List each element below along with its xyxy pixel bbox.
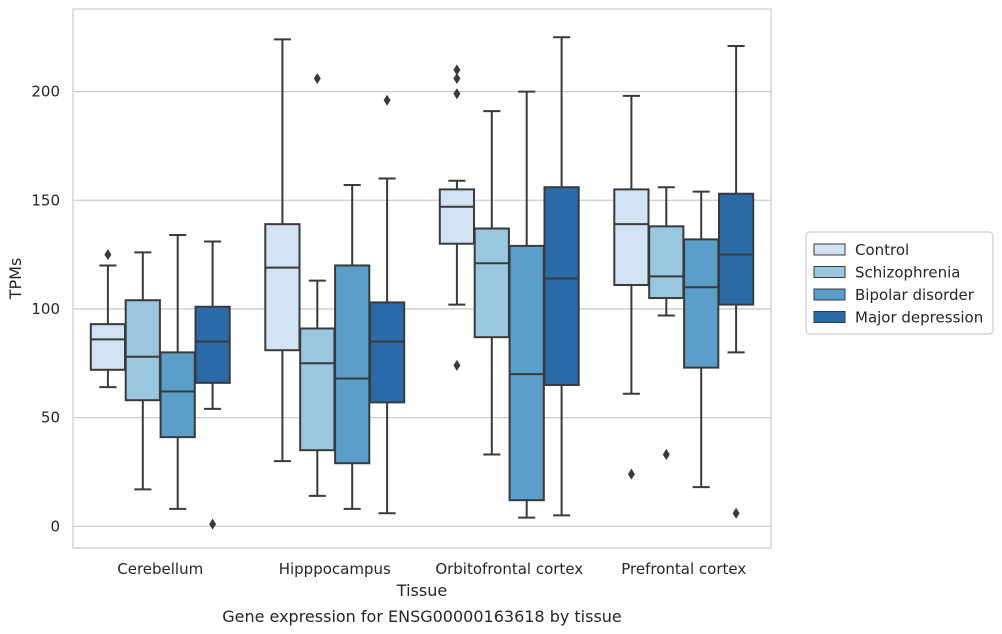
box (543, 186, 580, 386)
box (124, 299, 161, 402)
box (473, 227, 510, 339)
y-tick-label: 0 (50, 517, 60, 535)
x-tick-label: Prefrontal cortex (621, 560, 746, 578)
outlier-point (453, 88, 461, 100)
legend: Control Schizophrenia Bipolar disorder Majo… (805, 231, 994, 335)
box-major-depression (368, 94, 406, 515)
y-axis-label: TPMs (6, 258, 25, 301)
y-tick-label: 50 (41, 409, 60, 427)
box-control (613, 94, 650, 480)
box (613, 188, 650, 287)
box (194, 305, 231, 384)
box-major-depression (194, 240, 231, 530)
outlier-point (627, 468, 635, 480)
outlier-point (209, 518, 217, 530)
box (438, 188, 476, 245)
box-control (438, 64, 476, 371)
box-bipolar-disorder (334, 184, 371, 510)
box (717, 192, 755, 306)
x-tick-labels: Cerebellum Hipppocampus Orbitofrontal cort… (117, 560, 746, 578)
y-tick-labels: 0 50 100 150 200 (31, 83, 60, 536)
outlier-point (453, 73, 461, 85)
legend-label: Bipolar disorder (855, 286, 975, 304)
legend-label: Control (855, 241, 909, 259)
legend-swatch (813, 288, 846, 301)
x-tick-label: Orbitofrontal cortex (435, 560, 583, 578)
legend-frame (805, 231, 994, 335)
x-tick-label: Hipppocampus (279, 560, 391, 578)
legend-swatch (813, 243, 846, 256)
box (648, 225, 685, 300)
box (683, 238, 720, 369)
legend-swatch (813, 266, 846, 278)
box (508, 244, 545, 502)
x-tick-label: Cerebellum (117, 560, 203, 578)
box-control (264, 38, 301, 463)
outlier-point (104, 249, 112, 261)
box (89, 323, 127, 371)
outlier-point (453, 64, 461, 76)
box-bipolar-disorder (683, 190, 720, 489)
box-major-depression (717, 44, 755, 519)
box-control (89, 249, 127, 389)
outlier-point (383, 94, 391, 106)
x-axis-label: Tissue (396, 581, 447, 600)
box (159, 351, 196, 439)
box-bipolar-disorder (508, 90, 545, 519)
box-schizophrenia (648, 186, 685, 461)
box-major-depression (543, 36, 580, 517)
y-tick-label: 100 (31, 300, 60, 318)
box-schizophrenia (124, 251, 161, 491)
box-bipolar-disorder (159, 234, 196, 510)
legend-label: Major depression (855, 309, 983, 327)
y-tick-label: 150 (31, 191, 60, 209)
outlier-point (662, 449, 670, 461)
plot-area (89, 36, 755, 530)
legend-swatch (813, 311, 846, 323)
outlier-point (453, 359, 461, 371)
outlier-point (732, 507, 740, 519)
plot-frame (72, 8, 772, 549)
box (334, 264, 371, 465)
box (264, 223, 301, 352)
box-schizophrenia (299, 73, 336, 497)
outlier-point (313, 73, 321, 85)
box-schizophrenia (473, 110, 510, 456)
legend-label: Schizophrenia (855, 264, 960, 282)
box (368, 301, 406, 404)
y-tick-label: 200 (31, 83, 60, 101)
box (299, 327, 336, 452)
chart-caption: Gene expression for ENSG00000163618 by t… (222, 607, 622, 626)
